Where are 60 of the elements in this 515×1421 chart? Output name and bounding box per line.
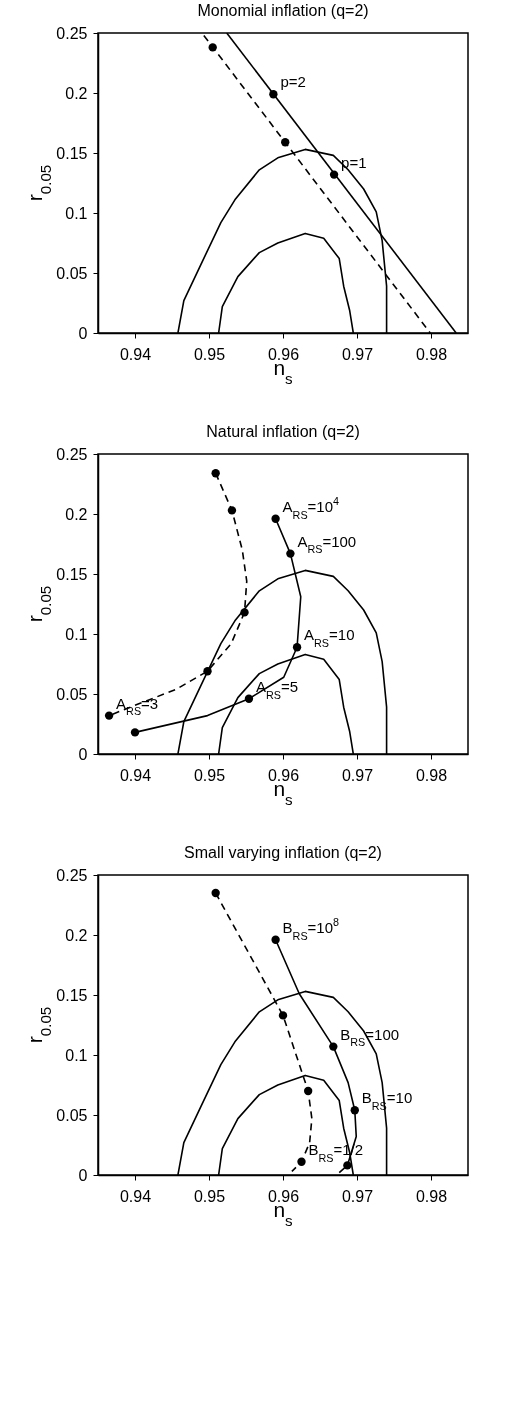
x-tick-label: 0.95	[193, 1187, 226, 1205]
y-tick-label: 0.25	[56, 24, 88, 42]
y-tick-label: 0.15	[56, 565, 88, 583]
point	[297, 1157, 306, 1166]
chart-title: Monomial inflation (q=2)	[197, 2, 369, 19]
y-tick-label: 0	[78, 745, 88, 763]
point	[271, 935, 280, 944]
y-axis-title: r0.05	[23, 585, 55, 623]
point	[303, 1086, 313, 1096]
point	[269, 90, 278, 99]
point	[281, 138, 290, 147]
x-tick-label: 0.98	[415, 766, 448, 784]
y-axis-title: r0.05	[23, 1006, 55, 1044]
point	[240, 608, 249, 617]
point	[271, 514, 280, 523]
y-tick-label: 0.15	[56, 144, 88, 162]
annotation: p=1	[341, 153, 367, 171]
point	[286, 549, 295, 558]
point	[130, 728, 140, 737]
y-tick-label: 0.2	[65, 505, 88, 523]
x-tick-label: 0.97	[341, 345, 374, 363]
point	[203, 667, 212, 676]
x-tick-label: 0.95	[193, 345, 226, 363]
y-tick-label: 0.05	[56, 264, 88, 282]
point	[244, 694, 254, 703]
point	[278, 1011, 288, 1020]
x-tick-label: 0.98	[415, 1187, 448, 1205]
y-axis-title: r0.05	[23, 164, 55, 202]
y-tick-label: 0.05	[56, 1106, 88, 1124]
point	[211, 888, 220, 898]
y-tick-label: 0	[78, 324, 88, 342]
y-tick-label: 0.1	[65, 1046, 88, 1064]
y-tick-label: 0	[78, 1166, 88, 1184]
point	[329, 1042, 338, 1051]
y-tick-label: 0.05	[56, 685, 88, 703]
x-tick-label: 0.94	[119, 766, 152, 784]
point	[208, 43, 217, 52]
chart-title: Small varying inflation (q=2)	[184, 844, 382, 861]
y-tick-label: 0.1	[65, 625, 88, 643]
x-tick-label: 0.94	[119, 345, 152, 363]
x-tick-label: 0.98	[415, 345, 448, 363]
x-tick-label: 0.97	[341, 1187, 374, 1205]
y-tick-label: 0.2	[65, 926, 88, 944]
chart-title: Natural inflation (q=2)	[206, 423, 360, 440]
x-tick-label: 0.97	[341, 766, 374, 784]
point	[104, 711, 114, 720]
annotation: p=2	[280, 73, 306, 91]
y-tick-label: 0.15	[56, 986, 88, 1004]
y-tick-label: 0.25	[56, 866, 88, 884]
point	[227, 506, 237, 515]
x-tick-label: 0.94	[119, 1187, 152, 1205]
point	[350, 1106, 359, 1115]
point	[292, 643, 302, 652]
y-tick-label: 0.2	[65, 84, 88, 102]
x-tick-label: 0.95	[193, 766, 226, 784]
y-tick-label: 0.1	[65, 204, 88, 222]
point	[343, 1161, 352, 1170]
point	[211, 469, 220, 478]
point	[329, 170, 339, 179]
y-tick-label: 0.25	[56, 445, 88, 463]
